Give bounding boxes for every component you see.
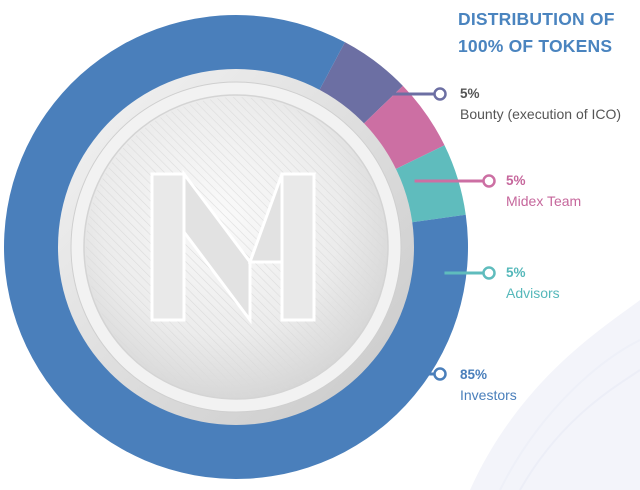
legend-item-advisors: 5% Advisors xyxy=(506,263,560,303)
chart-title: DISTRIBUTION OF 100% OF TOKENS xyxy=(458,6,615,60)
legend-label: Investors xyxy=(460,387,517,403)
data-label-percent: 5% xyxy=(506,265,526,280)
coin-logo xyxy=(58,69,414,425)
leader-dot-advisors xyxy=(482,266,496,280)
legend-item-bounty-execution-of-ico: 5% Bounty (execution of ICO) xyxy=(460,84,621,124)
data-label-percent: 5% xyxy=(460,86,480,101)
midex-logo-mark xyxy=(150,169,317,325)
title-line-2: 100% OF TOKENS xyxy=(458,36,613,56)
leader-dot-bounty-execution-of-ico xyxy=(433,87,447,101)
legend-label: Advisors xyxy=(506,285,560,301)
leader-dot-midex-team xyxy=(482,174,496,188)
data-label-percent: 5% xyxy=(506,173,526,188)
leader-dot-investors xyxy=(433,367,447,381)
title-line-1: DISTRIBUTION OF xyxy=(458,9,615,29)
legend-item-investors: 85% Investors xyxy=(460,365,517,405)
data-label-percent: 85% xyxy=(460,367,488,382)
legend-label: Bounty (execution of ICO) xyxy=(460,106,622,122)
legend-label: Midex Team xyxy=(506,193,582,209)
legend-item-midex-team: 5% Midex Team xyxy=(506,171,581,211)
